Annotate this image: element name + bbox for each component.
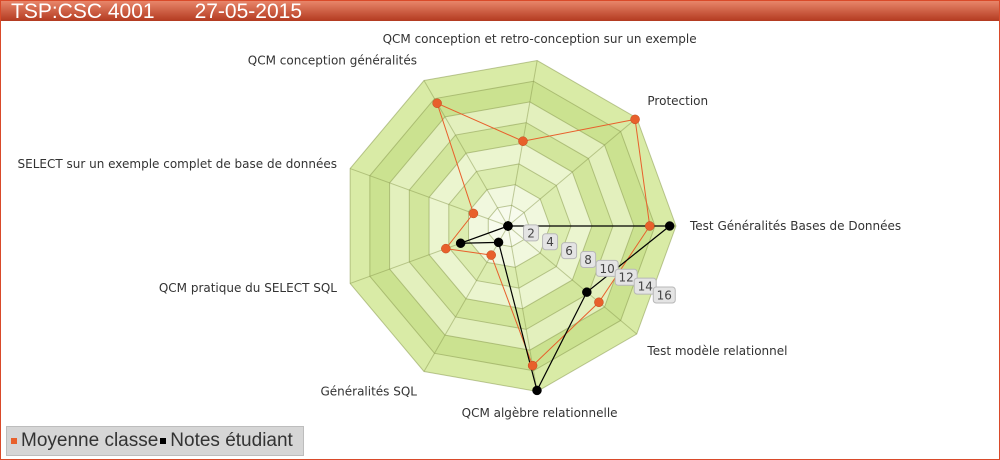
data-point-moyenne-3[interactable] <box>527 360 538 371</box>
radar-spoke-2 <box>507 225 638 335</box>
radar-spoke-9 <box>507 117 638 227</box>
legend-label-moyenne: Moyenne classe <box>21 430 159 451</box>
data-point-moyenne-4[interactable] <box>486 250 496 260</box>
radar-spoke-4 <box>423 225 509 372</box>
tick-label-bg-8 <box>580 250 597 268</box>
data-point-etudiant-9[interactable] <box>503 221 513 231</box>
tick-label-bg-6 <box>561 242 578 260</box>
data-point-moyenne-6[interactable] <box>468 208 479 219</box>
axis-labels: Test Généralités Bases de Données Test mo… <box>18 32 902 420</box>
tick-label-6: 6 <box>565 244 573 258</box>
tick-label-16: 16 <box>657 288 672 302</box>
tick-label-12: 12 <box>619 271 634 285</box>
legend-swatch-etudiant <box>160 438 167 444</box>
data-point-moyenne-1[interactable] <box>645 221 655 231</box>
course-code: TSP:CSC 4001 <box>11 0 155 23</box>
axis-label-6: SELECT sur un exemple complet de base de… <box>18 157 337 171</box>
data-point-moyenne-2[interactable] <box>594 297 604 308</box>
data-point-etudiant-1[interactable] <box>664 221 675 231</box>
data-point-moyenne-9[interactable] <box>630 114 640 125</box>
title-bar: TSP:CSC 4001 27-05-2015 <box>1 0 999 23</box>
legend: Moyenne classe Notes étudiant <box>6 426 304 456</box>
tick-label-bg-4 <box>542 233 559 251</box>
tick-label-bg-2 <box>523 224 540 242</box>
data-point-moyenne-5[interactable] <box>441 243 451 254</box>
series-points <box>432 98 675 396</box>
axis-label-7: QCM conception généralités <box>248 53 417 67</box>
exam-date: 27-05-2015 <box>194 0 302 23</box>
legend-label-etudiant: Notes étudiant <box>170 430 293 451</box>
tick-label-8: 8 <box>584 253 592 267</box>
axis-label-4: Généralités SQL <box>320 385 417 399</box>
tick-label-bg-16 <box>652 286 676 304</box>
axis-label-1: Test Généralités Bases de Données <box>689 219 901 233</box>
data-point-etudiant-5[interactable] <box>455 238 466 248</box>
axis-label-9: Protection <box>647 94 708 108</box>
legend-item-etudiant[interactable]: Notes étudiant <box>160 430 293 452</box>
tick-label-4: 4 <box>546 235 554 249</box>
data-point-etudiant-2[interactable] <box>582 287 592 297</box>
axis-label-2: Test modèle relationnel <box>646 344 787 358</box>
legend-item-moyenne[interactable]: Moyenne classe <box>11 430 158 452</box>
data-point-moyenne-8[interactable] <box>518 136 528 146</box>
radar-spoke-6 <box>349 168 509 227</box>
data-point-moyenne-7[interactable] <box>432 98 442 108</box>
tick-label-14: 14 <box>638 280 653 294</box>
data-point-etudiant-4[interactable] <box>493 237 504 248</box>
tick-label-bg-14 <box>633 277 657 295</box>
axis-label-3: QCM algèbre relationnelle <box>462 406 618 420</box>
tick-label-10: 10 <box>600 262 615 276</box>
tick-label-bg-10 <box>595 259 619 277</box>
axis-label-8: QCM conception et retro-conception sur u… <box>383 32 697 46</box>
data-point-etudiant-3[interactable] <box>532 385 542 396</box>
legend-swatch-moyenne <box>11 438 17 444</box>
axis-label-5: QCM pratique du SELECT SQL <box>159 281 337 295</box>
tick-label-2: 2 <box>527 226 535 240</box>
tick-label-bg-12 <box>614 268 638 286</box>
